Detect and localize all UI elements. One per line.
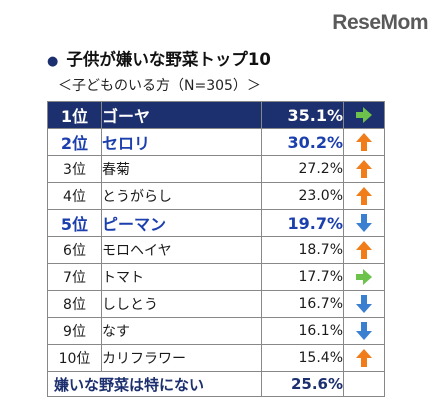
rank-cell: 2位: [47, 128, 102, 156]
table-row: 1位 ゴーヤ 35.1%: [47, 101, 385, 129]
rank-cell: 8位: [47, 290, 102, 318]
table-row: 2位 セロリ 30.2%: [47, 128, 385, 156]
trend-cell: [343, 128, 385, 156]
percent-cell: 17.7%: [261, 263, 344, 291]
vegetable-cell: ししとう: [101, 290, 262, 318]
percent-cell: 27.2%: [261, 155, 344, 183]
arrow-down-icon: [356, 214, 372, 232]
arrow-up-icon: [356, 133, 372, 151]
title-bullet: ●: [47, 54, 59, 69]
rank-cell: 9位: [47, 317, 102, 345]
trend-cell: [343, 263, 385, 291]
vegetable-cell: なす: [101, 317, 262, 345]
resemom-logo: ReseMom: [332, 11, 428, 34]
percent-cell: 35.1%: [261, 101, 344, 129]
percent-cell: 16.7%: [261, 290, 344, 318]
trend-cell: [343, 236, 385, 264]
vegetable-cell: カリフラワー: [101, 344, 262, 372]
rank-cell: 5位: [47, 209, 102, 237]
table-row: 5位 ピーマン 19.7%: [47, 209, 385, 237]
table-row: 9位 なす 16.1%: [47, 317, 385, 345]
vegetable-cell: モロヘイヤ: [101, 236, 262, 264]
percent-cell: 25.6%: [261, 371, 344, 397]
arrow-up-icon: [356, 160, 372, 178]
total-row: 嫌いな野菜は特にない 25.6%: [47, 371, 385, 397]
arrow-down-icon: [356, 322, 372, 340]
arrow-up-icon: [356, 241, 372, 259]
percent-cell: 19.7%: [261, 209, 344, 237]
percent-cell: 30.2%: [261, 128, 344, 156]
vegetable-cell: ピーマン: [101, 209, 262, 237]
percent-cell: 15.4%: [261, 344, 344, 372]
chart-title: ● 子供が嫌いな野菜トップ10: [47, 46, 271, 70]
no-dislike-label: 嫌いな野菜は特にない: [47, 371, 262, 397]
trend-cell: [343, 290, 385, 318]
chart-subtitle: ＜子どものいる方（N=305）＞: [58, 78, 261, 94]
arrow-right-icon: [356, 107, 372, 124]
table-row: 7位 トマト 17.7%: [47, 263, 385, 291]
vegetable-cell: 春菊: [101, 155, 262, 183]
arrow-down-icon: [356, 295, 372, 313]
rank-cell: 10位: [47, 344, 102, 372]
arrow-right-icon: [356, 269, 372, 285]
rank-cell: 6位: [47, 236, 102, 264]
ranking-table-body: 1位 ゴーヤ 35.1% 2位 セロリ 30.2% 3位 春菊 27.2% 4位 とうがらし 23.0…: [47, 101, 385, 397]
trend-cell: [343, 101, 385, 129]
table-row: 8位 ししとう 16.7%: [47, 290, 385, 318]
vegetable-cell: とうがらし: [101, 182, 262, 210]
percent-cell: 18.7%: [261, 236, 344, 264]
vegetable-cell: トマト: [101, 263, 262, 291]
rank-cell: 3位: [47, 155, 102, 183]
arrow-up-icon: [356, 349, 372, 367]
table-row: 3位 春菊 27.2%: [47, 155, 385, 183]
table-row: 6位 モロヘイヤ 18.7%: [47, 236, 385, 264]
trend-cell: [343, 344, 385, 372]
ranking-table: 1位 ゴーヤ 35.1% 2位 セロリ 30.2% 3位 春菊 27.2% 4位 とうがらし 23.0…: [47, 101, 385, 397]
rank-cell: 4位: [47, 182, 102, 210]
rank-cell: 7位: [47, 263, 102, 291]
rank-cell: 1位: [47, 101, 102, 129]
percent-cell: 16.1%: [261, 317, 344, 345]
table-row: 4位 とうがらし 23.0%: [47, 182, 385, 210]
trend-cell: [343, 371, 385, 397]
title-text: 子供が嫌いな野菜トップ10: [66, 50, 271, 69]
trend-cell: [343, 182, 385, 210]
percent-cell: 23.0%: [261, 182, 344, 210]
table-row: 10位 カリフラワー 15.4%: [47, 344, 385, 372]
vegetable-cell: ゴーヤ: [101, 101, 262, 129]
trend-cell: [343, 317, 385, 345]
trend-cell: [343, 155, 385, 183]
arrow-up-icon: [356, 187, 372, 205]
trend-cell: [343, 209, 385, 237]
vegetable-cell: セロリ: [101, 128, 262, 156]
